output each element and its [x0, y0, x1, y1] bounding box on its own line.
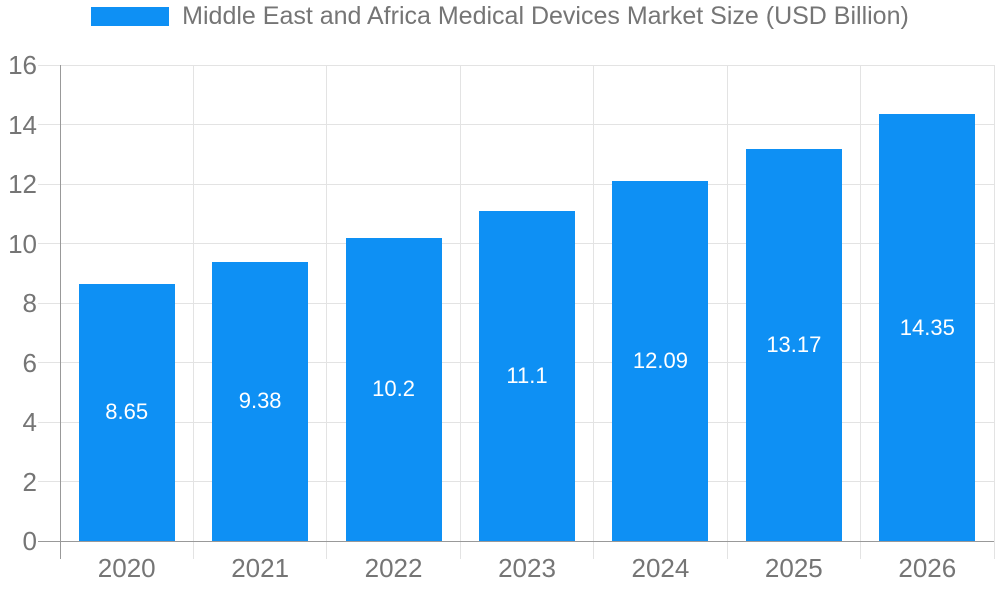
bar-value-label: 9.38	[238, 388, 282, 414]
y-axis-tick-label: 2	[22, 466, 37, 497]
gridline-vertical	[726, 65, 728, 541]
gridline-vertical	[326, 65, 328, 541]
bar-2020[interactable]: 8.65	[78, 283, 175, 541]
legend-swatch	[91, 6, 170, 26]
bar-value-label: 12.09	[632, 348, 688, 374]
y-axis-tick-label: 16	[8, 50, 37, 80]
legend-item[interactable]: Middle East and Africa Medical Devices M…	[0, 0, 1000, 32]
x-axis-tick-label: 2020	[97, 553, 156, 583]
bar-2026[interactable]: 14.35	[879, 114, 976, 541]
x-axis-tick-label: 2023	[498, 553, 556, 583]
x-axis-tick	[326, 541, 328, 559]
x-axis-tick	[192, 541, 194, 559]
gridline-vertical	[593, 65, 595, 541]
gridline-vertical	[459, 65, 461, 541]
y-axis-tick-label: 14	[8, 109, 37, 140]
bar-2021[interactable]: 9.38	[212, 261, 309, 541]
y-axis-tick-label: 12	[8, 169, 37, 199]
x-axis-line	[38, 540, 994, 542]
bar-2022[interactable]: 10.2	[345, 237, 442, 541]
gridline-vertical	[860, 65, 862, 541]
x-axis-tick-label: 2021	[231, 553, 290, 583]
bar-value-label: 10.2	[372, 376, 415, 402]
x-axis-tick	[993, 541, 995, 559]
y-axis-tick-label: 10	[8, 228, 37, 259]
bar-value-label: 8.65	[105, 399, 149, 425]
bar-2023[interactable]: 11.1	[479, 210, 575, 541]
x-axis-tick-label: 2022	[364, 553, 423, 583]
gridline-horizontal	[38, 183, 994, 185]
x-axis-tick-label: 2026	[898, 553, 957, 583]
x-axis-tick-label: 2024	[631, 553, 690, 583]
gridline-vertical	[192, 65, 194, 541]
bar-value-label: 11.1	[506, 362, 548, 388]
bar-value-label: 14.35	[899, 314, 955, 340]
y-axis-line	[59, 65, 61, 559]
x-axis-tick	[459, 541, 461, 559]
y-axis-tick-label: 4	[22, 407, 37, 437]
y-axis-tick-label: 6	[22, 347, 37, 378]
y-axis-tick-label: 0	[22, 526, 37, 556]
bar-2024[interactable]: 12.09	[612, 181, 709, 541]
x-axis-tick	[593, 541, 595, 559]
gridline-horizontal	[38, 124, 994, 125]
x-axis-tick	[726, 541, 728, 559]
bar-value-label: 13.17	[766, 332, 822, 358]
bar-2025[interactable]: 13.17	[745, 149, 842, 541]
y-axis-tick-label: 8	[22, 288, 37, 318]
x-axis-tick-label: 2025	[764, 553, 823, 583]
legend-label: Middle East and Africa Medical Devices M…	[182, 2, 909, 30]
x-axis-tick	[860, 541, 862, 559]
gridline-vertical	[993, 65, 995, 541]
gridline-horizontal	[38, 64, 994, 66]
